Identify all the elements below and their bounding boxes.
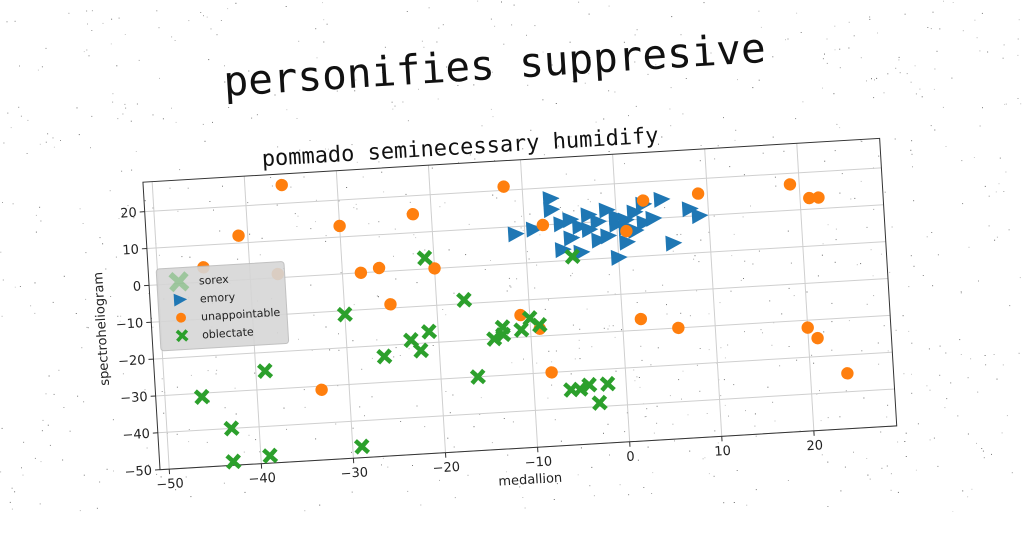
legend-label: emory: [200, 290, 236, 305]
unappointable-point: [497, 180, 510, 193]
y-tick-label: −20: [118, 353, 146, 370]
y-gridline: [145, 168, 882, 212]
noise-dot: [1018, 39, 1019, 40]
x-tick-label: −20: [432, 460, 460, 477]
unappointable-point: [384, 298, 397, 311]
oblectate-point: [418, 251, 431, 264]
oblectate-point: [458, 293, 471, 306]
oblectate-point: [264, 449, 277, 462]
x-gridline: [428, 165, 445, 452]
noise-dot: [1020, 103, 1021, 104]
y-tick-label: 20: [120, 206, 137, 222]
noise-dot: [962, 490, 963, 491]
x-tick-label: 10: [714, 444, 731, 460]
unappointable-point: [275, 178, 288, 191]
oblectate-point: [414, 344, 427, 357]
noise-dot: [1018, 98, 1019, 99]
unappointable-point: [783, 178, 796, 191]
noise-dot: [723, 502, 724, 503]
unappointable-point: [232, 229, 245, 242]
oblectate-point: [593, 396, 606, 409]
noise-dot: [746, 505, 747, 506]
x-tick-label: −40: [248, 471, 276, 488]
noise-dot: [1019, 19, 1020, 20]
oblectate-point: [423, 325, 436, 338]
noise-dot: [68, 13, 69, 14]
noise-dot: [86, 11, 87, 12]
emory-point: [590, 213, 607, 230]
y-tick-label: 10: [122, 243, 139, 259]
unappointable-point: [333, 219, 346, 232]
y-tick-label: −50: [124, 464, 152, 481]
noise-dot: [111, 19, 112, 20]
y-tick-label: 0: [132, 279, 141, 294]
noise-dot: [10, 502, 11, 503]
noise-dot: [827, 506, 828, 507]
noise-dot: [971, 489, 972, 490]
unappointable-point: [373, 261, 386, 274]
unappointable-point: [354, 266, 367, 279]
unappointable-point: [315, 383, 328, 396]
emory-point: [508, 225, 525, 242]
noise-dot: [15, 21, 16, 22]
noise-dot: [967, 496, 968, 497]
y-tick-label: −40: [122, 427, 150, 444]
x-gridline: [613, 154, 630, 441]
noise-dot: [2, 428, 3, 429]
emory-point: [665, 235, 682, 252]
unappointable-point: [672, 321, 685, 334]
noise-dot: [734, 502, 735, 503]
noise-dot: [227, 8, 228, 9]
noise-dot: [92, 10, 93, 11]
oblectate-point: [601, 377, 614, 390]
x-gridline: [797, 143, 814, 430]
y-axis-label: spectroheliogram: [91, 272, 113, 387]
unappointable-point: [545, 366, 558, 379]
unappointable-point: [841, 367, 854, 380]
unappointable-point: [801, 321, 814, 334]
y-gridline: [158, 389, 895, 433]
y-gridline: [147, 205, 884, 249]
oblectate-point: [378, 350, 391, 363]
noise-dot: [200, 12, 201, 13]
oblectate-point: [258, 364, 271, 377]
noise-dot: [7, 21, 8, 22]
noise-dot: [322, 2, 323, 3]
x-axis-label: medallion: [498, 471, 563, 490]
emory-point: [654, 191, 671, 208]
unappointable-point: [634, 312, 647, 325]
emory-point: [691, 207, 708, 224]
noise-dot: [898, 492, 899, 493]
oblectate-point: [227, 455, 240, 468]
emory-point: [645, 210, 662, 227]
y-tick-label: −30: [120, 390, 148, 407]
noise-dot: [0, 471, 1, 472]
noise-dot: [203, 15, 204, 16]
oblectate-point: [355, 440, 368, 453]
y-tick-label: −10: [116, 316, 144, 333]
noise-dot: [1017, 55, 1018, 56]
x-gridline: [521, 160, 538, 447]
x-gridline: [705, 149, 722, 436]
noise-dot: [235, 3, 236, 4]
unappointable-point: [811, 332, 824, 345]
noise-dot: [119, 18, 120, 19]
x-tick-label: 0: [626, 450, 635, 465]
oblectate-point: [195, 390, 208, 403]
emory-point: [563, 230, 580, 247]
x-tick-label: −30: [340, 465, 368, 482]
noise-dot: [156, 10, 157, 11]
noise-dot: [286, 6, 287, 7]
x-tick-label: −10: [524, 454, 552, 471]
emory-point: [543, 190, 560, 207]
unappointable-point: [692, 187, 705, 200]
legend-label: sorex: [199, 273, 230, 288]
x-tick-label: 20: [806, 438, 823, 454]
unappointable-point: [406, 208, 419, 221]
x-tick-label: −50: [156, 476, 184, 493]
